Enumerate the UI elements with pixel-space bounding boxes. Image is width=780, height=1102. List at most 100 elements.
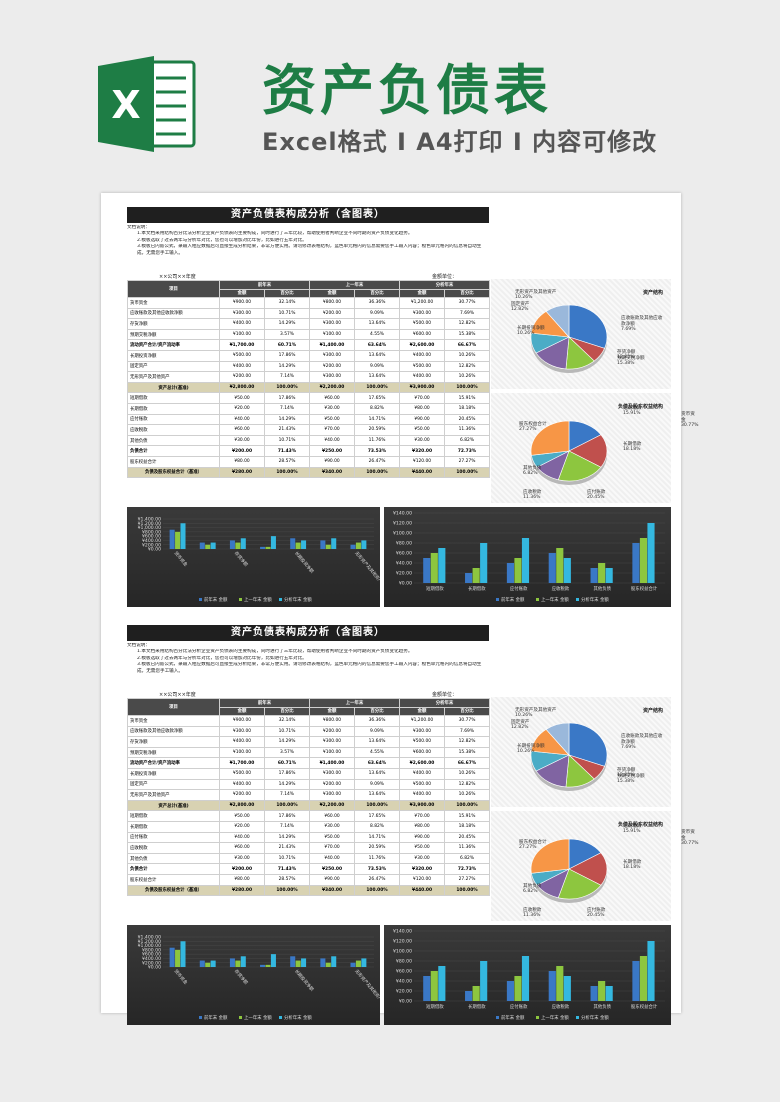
table-cell[interactable]: 12.82% <box>444 736 491 748</box>
table-cell[interactable]: ¥1,400.00 <box>309 757 355 769</box>
table-cell[interactable]: ¥400.00 <box>399 349 446 362</box>
table-cell[interactable]: ¥70.00 <box>309 842 355 854</box>
table-cell[interactable]: 14.29% <box>264 318 310 330</box>
table-cell[interactable]: 71.43% <box>264 863 310 875</box>
table-cell[interactable]: 60.71% <box>264 339 310 351</box>
table-cell[interactable]: 17.86% <box>264 767 310 780</box>
table-cell[interactable]: ¥600.00 <box>399 328 446 341</box>
table-cell[interactable]: ¥200.00 <box>309 725 355 738</box>
table-cell[interactable]: 100.00% <box>444 381 491 394</box>
table-cell[interactable]: 4.55% <box>353 328 401 341</box>
table-cell[interactable]: 21.43% <box>264 424 310 436</box>
table-cell[interactable]: ¥300.00 <box>309 736 355 748</box>
table-cell[interactable]: 6.82% <box>444 434 491 447</box>
table-cell[interactable]: 7.69% <box>444 307 491 320</box>
table-cell[interactable]: ¥400.00 <box>399 767 446 780</box>
table-cell[interactable]: 10.26% <box>444 789 491 801</box>
table-cell[interactable]: 36.36% <box>353 715 401 727</box>
table-cell[interactable]: ¥800.00 <box>309 715 355 727</box>
table-cell[interactable]: 100.00% <box>264 884 310 897</box>
table-cell[interactable]: ¥500.00 <box>399 778 446 791</box>
table-cell[interactable]: ¥1,700.00 <box>219 339 265 351</box>
table-cell[interactable]: ¥300.00 <box>309 789 355 801</box>
table-cell[interactable]: ¥120.00 <box>399 873 446 886</box>
table-cell[interactable]: ¥900.00 <box>219 715 265 727</box>
table-cell[interactable]: ¥90.00 <box>309 455 355 468</box>
table-cell[interactable]: ¥100.00 <box>219 328 265 341</box>
table-cell[interactable]: 14.29% <box>264 831 310 844</box>
table-cell[interactable]: ¥400.00 <box>219 318 265 330</box>
table-cell[interactable]: ¥500.00 <box>219 349 265 362</box>
table-cell[interactable]: 14.29% <box>264 413 310 426</box>
table-cell[interactable]: 17.65% <box>353 392 401 404</box>
table-cell[interactable]: ¥250.00 <box>309 863 355 875</box>
table-cell[interactable]: 28.57% <box>264 873 310 886</box>
table-cell[interactable]: ¥60.00 <box>309 392 355 404</box>
table-cell[interactable]: ¥70.00 <box>309 424 355 436</box>
table-cell[interactable]: ¥70.00 <box>399 392 446 404</box>
table-cell[interactable]: ¥80.00 <box>399 402 446 415</box>
table-cell[interactable]: 10.26% <box>444 349 491 362</box>
table-cell[interactable]: ¥50.00 <box>399 424 446 436</box>
table-cell[interactable]: 14.29% <box>264 778 310 791</box>
table-cell[interactable]: ¥100.00 <box>219 746 265 759</box>
table-cell[interactable]: ¥2,200.00 <box>309 799 355 812</box>
table-cell[interactable]: 12.82% <box>444 778 491 791</box>
table-cell[interactable]: 32.14% <box>264 715 310 727</box>
table-cell[interactable]: 100.00% <box>264 466 310 479</box>
table-cell[interactable]: 27.27% <box>444 873 491 886</box>
table-cell[interactable]: ¥500.00 <box>399 360 446 373</box>
table-cell[interactable]: 9.09% <box>353 778 401 791</box>
table-cell[interactable]: ¥280.00 <box>219 466 265 479</box>
table-cell[interactable]: 100.00% <box>444 466 491 479</box>
table-cell[interactable]: ¥30.00 <box>219 852 265 865</box>
table-cell[interactable]: ¥80.00 <box>399 820 446 833</box>
table-cell[interactable]: 100.00% <box>353 381 401 394</box>
table-cell[interactable]: 11.76% <box>353 852 401 865</box>
table-cell[interactable]: 15.91% <box>444 392 491 404</box>
table-cell[interactable]: ¥60.00 <box>219 424 265 436</box>
table-cell[interactable]: 10.26% <box>444 767 491 780</box>
table-cell[interactable]: 13.64% <box>353 349 401 362</box>
table-cell[interactable]: 100.00% <box>264 381 310 394</box>
table-cell[interactable]: 10.71% <box>264 307 310 320</box>
table-cell[interactable]: ¥100.00 <box>309 328 355 341</box>
table-cell[interactable]: ¥40.00 <box>309 434 355 447</box>
table-cell[interactable]: 20.59% <box>353 424 401 436</box>
table-cell[interactable]: ¥1,400.00 <box>309 339 355 351</box>
table-cell[interactable]: ¥300.00 <box>309 318 355 330</box>
table-cell[interactable]: ¥50.00 <box>219 392 265 404</box>
table-cell[interactable]: ¥400.00 <box>219 360 265 373</box>
table-cell[interactable]: ¥200.00 <box>309 778 355 791</box>
table-cell[interactable]: ¥70.00 <box>399 810 446 822</box>
table-cell[interactable]: 11.36% <box>444 424 491 436</box>
table-cell[interactable]: ¥2,800.00 <box>219 799 265 812</box>
table-cell[interactable]: 26.47% <box>353 873 401 886</box>
table-cell[interactable]: ¥300.00 <box>309 349 355 362</box>
table-cell[interactable]: ¥500.00 <box>399 736 446 748</box>
table-cell[interactable]: ¥500.00 <box>219 767 265 780</box>
table-cell[interactable]: 15.38% <box>444 746 491 759</box>
table-cell[interactable]: 4.55% <box>353 746 401 759</box>
table-cell[interactable]: 3.57% <box>264 328 310 341</box>
table-cell[interactable]: 7.14% <box>264 371 310 383</box>
table-cell[interactable]: 13.64% <box>353 736 401 748</box>
table-cell[interactable]: ¥90.00 <box>309 873 355 886</box>
table-cell[interactable]: 13.64% <box>353 318 401 330</box>
table-cell[interactable]: ¥400.00 <box>399 371 446 383</box>
table-cell[interactable]: ¥1,700.00 <box>219 757 265 769</box>
table-cell[interactable]: 10.71% <box>264 852 310 865</box>
table-cell[interactable]: 100.00% <box>353 466 401 479</box>
table-cell[interactable]: ¥200.00 <box>219 789 265 801</box>
table-cell[interactable]: 6.82% <box>444 852 491 865</box>
table-cell[interactable]: ¥60.00 <box>219 842 265 854</box>
table-cell[interactable]: 14.71% <box>353 831 401 844</box>
table-cell[interactable]: 66.67% <box>444 757 491 769</box>
table-cell[interactable]: 30.77% <box>444 297 491 309</box>
table-cell[interactable]: 3.57% <box>264 746 310 759</box>
table-cell[interactable]: ¥30.00 <box>399 852 446 865</box>
table-cell[interactable]: 20.45% <box>444 831 491 844</box>
table-cell[interactable]: ¥280.00 <box>219 884 265 897</box>
table-cell[interactable]: ¥3,900.00 <box>399 799 446 812</box>
table-cell[interactable]: 100.00% <box>353 884 401 897</box>
